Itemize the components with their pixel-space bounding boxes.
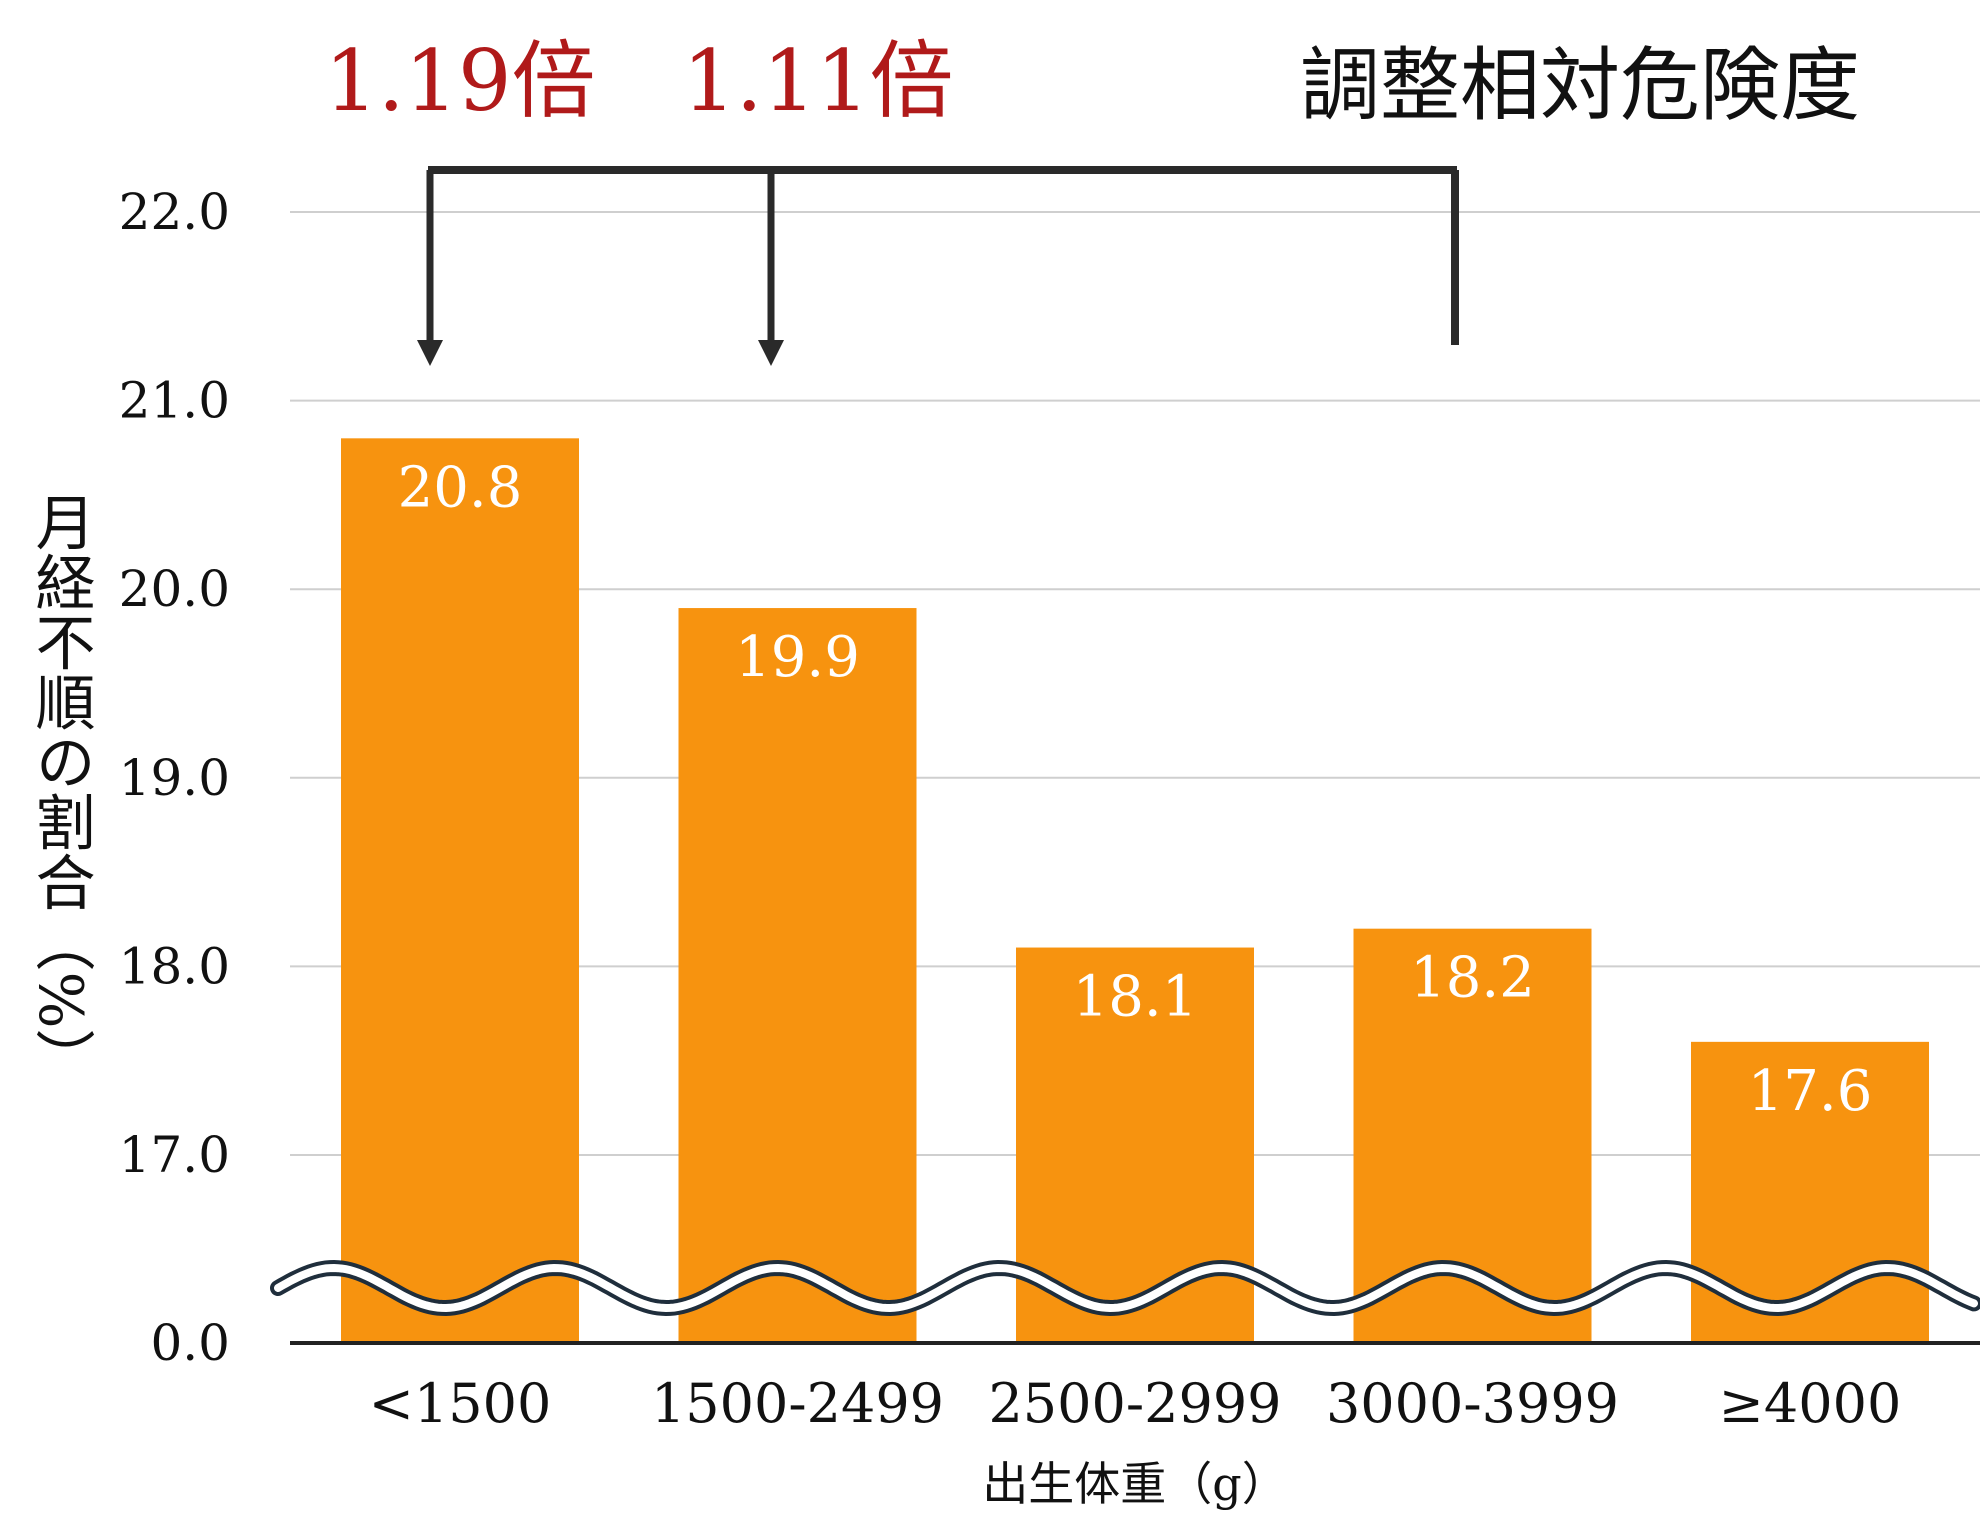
bar-value-label-3: 18.2 [1410, 946, 1535, 1011]
bar-value-label-2: 18.1 [1073, 965, 1198, 1030]
category-label-1: 1500-2499 [651, 1372, 944, 1435]
category-label-2: 2500-2999 [988, 1372, 1281, 1435]
y-tick-20.0: 20.0 [119, 560, 230, 618]
y-tick-17.0: 17.0 [119, 1126, 230, 1184]
category-label-0: <1500 [369, 1372, 552, 1435]
risk-ratio-bracket [417, 166, 1459, 366]
bar-2 [1016, 947, 1254, 1343]
bar-1 [678, 608, 917, 1343]
wave-fill [274, 1263, 1978, 1313]
risk-ratio-label-2: 1.11倍 [682, 32, 953, 130]
bar-value-label-0: 20.8 [398, 455, 523, 520]
bar-value-label-1: 19.9 [735, 625, 860, 690]
bracket-arrowhead-0 [417, 340, 443, 366]
y-tick-labels: 0.0 17.0 18.0 19.0 20.0 21.0 22.0 [119, 183, 230, 1372]
bar-value-label-4: 17.6 [1748, 1059, 1873, 1124]
y-tick-21.0: 21.0 [119, 372, 230, 430]
category-label-4: ≥4000 [1719, 1372, 1902, 1435]
risk-ratio-label-1: 1.19倍 [324, 32, 595, 130]
bracket-arrowhead-1 [758, 340, 784, 366]
y-tick-0.0: 0.0 [150, 1314, 230, 1372]
y-tick-22.0: 22.0 [119, 183, 230, 241]
chart-title: 調整相対危険度 [1300, 39, 1860, 132]
x-axis-label: 出生体重（g） [982, 1457, 1287, 1511]
y-tick-18.0: 18.0 [119, 937, 230, 995]
bar-0 [341, 438, 579, 1343]
bars [341, 438, 1929, 1343]
y-axis-label: 月経不順の割合（%） [25, 491, 95, 1088]
y-tick-19.0: 19.0 [119, 749, 230, 807]
category-label-3: 3000-3999 [1326, 1372, 1619, 1435]
axis-break-wave [270, 1259, 1980, 1317]
category-labels: <1500 1500-2499 2500-2999 3000-3999 ≥4000 [369, 1372, 1902, 1435]
bar-value-labels: 20.8 19.9 18.1 18.2 17.6 [398, 455, 1873, 1124]
